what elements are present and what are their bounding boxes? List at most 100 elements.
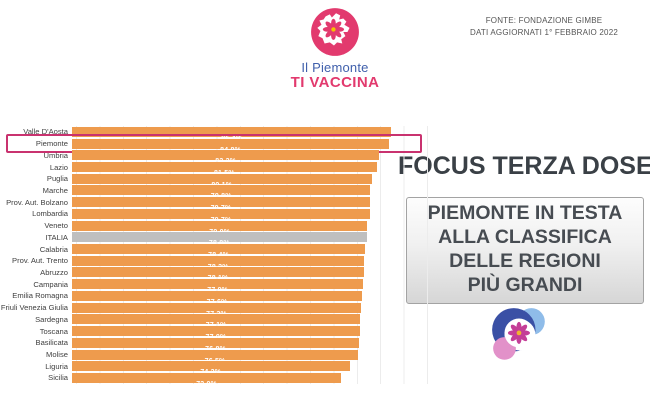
chart-row-calabria: Calabria 78,4% <box>0 243 450 259</box>
chart-row-prov-aut-trento: Prov. Aut. Trento 78,2% <box>0 255 450 271</box>
bar-track: 77,6% <box>72 290 446 306</box>
bar-value-label: 76,8% <box>205 346 226 353</box>
bar-value-label: 77,1% <box>206 322 227 329</box>
bar: 77,6% <box>72 290 363 306</box>
region-label: Valle D'Aosta <box>23 127 68 137</box>
bar-chart-rows: Valle D'Aosta 85,4% Piemonte 84,8% Umbria 82,… <box>0 126 450 388</box>
region-label: Toscana <box>39 326 68 336</box>
region-label: Friuli Venezia Giulia <box>0 303 68 313</box>
region-label: Calabria <box>39 244 68 254</box>
bar: 76,8% <box>72 337 360 353</box>
region-label: Prov. Aut. Trento <box>12 256 68 266</box>
bar-value-label: 79,7% <box>211 205 232 212</box>
region-label: Piemonte <box>35 139 68 149</box>
bar-track: 72,0% <box>72 372 446 388</box>
region-label: Lazio <box>49 162 68 172</box>
bar-value-label: 82,2% <box>215 158 236 165</box>
bar: 76,5% <box>72 349 359 365</box>
bar-track: 79,8% <box>72 185 446 200</box>
region-label: Emilia Romagna <box>12 291 68 301</box>
region-label: Sardegna <box>35 314 68 324</box>
bar-track: 79,7% <box>72 197 446 212</box>
region-label: Lombardia <box>32 209 68 219</box>
bar-value-label: 78,2% <box>208 264 229 271</box>
bar-value-label: 77,3% <box>206 311 227 318</box>
bar: 79,0% <box>72 220 368 236</box>
bar-chart: Valle D'Aosta 85,4% Piemonte 84,8% Umbria 82,… <box>0 126 450 388</box>
bar-value-label: 85,4% <box>221 135 242 142</box>
bar-value-label: 78,1% <box>208 275 229 282</box>
bar-value-label: 72,0% <box>196 380 218 388</box>
bar: 78,8% <box>72 232 367 247</box>
bar-value-label: 77,6% <box>207 299 228 306</box>
chart-row-lombardia: Lombardia 79,7% <box>0 208 450 224</box>
bar: 85,4% <box>72 126 392 142</box>
chart-row-umbria: Umbria 82,2% <box>0 149 450 165</box>
logo-text-line2: TI VACCINA <box>290 74 380 91</box>
bar-value-label: 78,8% <box>209 240 230 247</box>
bar-value-label: 74,2% <box>200 369 221 376</box>
bar-track: 77,0% <box>72 326 446 341</box>
region-label: Basilicata <box>35 338 69 348</box>
region-label: Molise <box>46 350 68 360</box>
chart-row-piemonte: Piemonte 84,8% <box>0 134 450 154</box>
tri-circle-flower-logo <box>489 304 551 366</box>
bar-track: 81,5% <box>72 162 446 177</box>
flower-icon <box>507 321 531 344</box>
bar-value-label: 79,8% <box>211 193 232 200</box>
bar-value-label: 76,5% <box>205 358 226 365</box>
bar-value-label: 84,8% <box>220 147 241 154</box>
bar: 80,1% <box>72 173 372 189</box>
bar: 77,1% <box>72 314 361 329</box>
bar-track: 78,1% <box>72 267 446 282</box>
bar-track: 77,3% <box>72 302 446 318</box>
bar-track: 79,7% <box>72 208 446 224</box>
region-label: Veneto <box>44 221 68 231</box>
bar-track: 82,2% <box>72 150 446 165</box>
chart-row-puglia: Puglia 80,1% <box>0 173 450 189</box>
region-label: Umbria <box>43 150 68 160</box>
bar: 79,7% <box>72 208 371 224</box>
region-label: ITALIA <box>45 232 68 242</box>
chart-row-campania: Campania 77,9% <box>0 278 450 294</box>
bar-track: 76,5% <box>72 349 446 365</box>
bar-track: 77,1% <box>72 314 446 329</box>
chart-row-molise: Molise 76,5% <box>0 349 450 365</box>
bar-track: 78,4% <box>72 244 446 259</box>
bar-value-label: 81,5% <box>214 170 235 177</box>
bar: 78,2% <box>72 255 365 271</box>
bar-value-label: 77,9% <box>207 287 228 294</box>
chart-row-lazio: Lazio 81,5% <box>0 161 450 177</box>
bar: 78,4% <box>72 244 366 259</box>
bar: 79,8% <box>72 185 371 200</box>
bar-track: 78,2% <box>72 255 446 271</box>
chart-row-emilia-romagna: Emilia Romagna 77,6% <box>0 290 450 306</box>
chart-row-prov-aut-bolzano: Prov. Aut. Bolzano 79,7% <box>0 196 450 212</box>
region-label: Puglia <box>46 174 68 184</box>
bar: 82,2% <box>72 150 380 165</box>
piemonte-map-flower-icon <box>311 8 359 56</box>
chart-row-marche: Marche 79,8% <box>0 185 450 200</box>
bar-track: 80,1% <box>72 173 446 189</box>
region-label: Sicilia <box>48 373 68 383</box>
region-label: Marche <box>42 185 68 195</box>
bar-value-label: 80,1% <box>211 182 232 189</box>
bar-value-label: 79,7% <box>211 217 232 224</box>
chart-row-sicilia: Sicilia 72,0% <box>0 372 450 388</box>
bar: 72,0% <box>72 372 342 388</box>
bar-value-label: 79,0% <box>209 229 230 236</box>
chart-row-valle-d-aosta: Valle D'Aosta 85,4% <box>0 126 450 142</box>
source-note: FONTE: FONDAZIONE GIMBE DATI AGGIORNATI … <box>469 16 618 38</box>
piemonte-ti-vaccina-logo: Il Piemonte TI VACCINA <box>277 6 393 91</box>
bar: 77,9% <box>72 279 364 294</box>
region-label: Prov. Aut. Bolzano <box>6 197 68 207</box>
bar: 74,2% <box>72 361 350 376</box>
bar-track: 84,8% <box>72 138 446 154</box>
chart-row-italia: ITALIA 78,8% <box>0 231 450 247</box>
chart-row-basilicata: Basilicata 76,8% <box>0 337 450 353</box>
bar: 84,8% <box>72 138 390 154</box>
region-label: Campania <box>33 279 68 289</box>
bar-value-label: 77,0% <box>206 334 227 341</box>
bar: 78,1% <box>72 267 365 282</box>
bar-track: 79,0% <box>72 220 446 236</box>
